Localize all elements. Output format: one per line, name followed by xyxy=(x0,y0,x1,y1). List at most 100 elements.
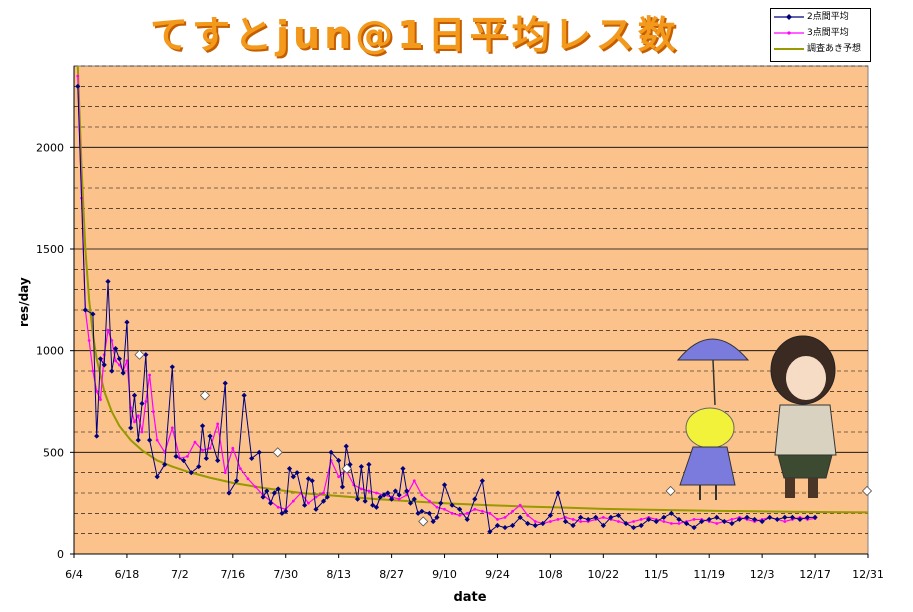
legend-item: 3点間平均 xyxy=(771,25,870,41)
data-point-2pt xyxy=(271,490,277,496)
data-point-2pt xyxy=(661,514,667,520)
data-point-3pt xyxy=(133,420,136,424)
data-point-3pt xyxy=(375,491,378,495)
data-point-2pt xyxy=(517,514,523,520)
data-point-2pt xyxy=(479,478,485,484)
data-point-2pt xyxy=(441,482,448,488)
highlight-marker xyxy=(341,463,352,474)
data-point-3pt xyxy=(186,455,189,458)
data-point-2pt xyxy=(286,466,293,472)
x-tick-label: 7/16 xyxy=(220,568,245,581)
data-point-2pt xyxy=(438,500,444,506)
data-point-3pt xyxy=(465,511,469,515)
character-boot xyxy=(785,478,795,498)
character-jacket xyxy=(774,404,837,456)
y-axis-label: res/day xyxy=(17,277,31,327)
data-point-3pt xyxy=(91,369,95,373)
data-point-2pt xyxy=(804,514,811,520)
data-point-3pt xyxy=(144,400,148,403)
trend-line xyxy=(76,66,868,514)
data-point-2pt xyxy=(653,518,659,525)
data-point-3pt xyxy=(314,495,318,499)
data-point-2pt xyxy=(294,470,300,476)
data-point-3pt xyxy=(216,422,220,426)
data-point-3pt xyxy=(511,509,514,513)
data-point-2pt xyxy=(362,498,368,504)
data-point-2pt xyxy=(404,488,410,494)
data-point-2pt xyxy=(532,522,538,529)
x-tick-label: 10/8 xyxy=(538,568,563,581)
data-point-2pt xyxy=(585,516,591,523)
data-point-2pt xyxy=(215,457,221,464)
data-point-2pt xyxy=(256,449,262,455)
data-point-2pt xyxy=(729,520,735,527)
y-tick-label: 500 xyxy=(43,446,64,459)
data-point-2pt xyxy=(377,494,383,500)
data-point-3pt xyxy=(783,520,787,523)
data-point-3pt xyxy=(435,505,439,509)
data-point-2pt xyxy=(430,518,436,525)
data-point-2pt xyxy=(555,490,561,496)
data-point-2pt xyxy=(339,484,346,490)
data-point-2pt xyxy=(328,449,334,455)
x-tick-label: 12/31 xyxy=(852,568,884,581)
data-point-2pt xyxy=(797,516,803,523)
data-point-3pt xyxy=(155,438,159,442)
data-point-2pt xyxy=(812,514,818,520)
data-point-2pt xyxy=(143,352,149,358)
data-point-2pt xyxy=(97,356,104,362)
data-point-2pt xyxy=(759,518,765,525)
data-point-3pt xyxy=(458,513,462,517)
data-point-2pt xyxy=(411,496,417,502)
data-point-3pt xyxy=(208,446,212,450)
legend: 2点間平均 3点間平均 調査あき予想 xyxy=(770,8,871,62)
legend-label-series-2: 3点間平均 xyxy=(807,28,849,38)
data-point-2pt xyxy=(302,502,308,508)
chart-title: てすとjun@1日平均レス数 xyxy=(150,13,680,57)
data-point-3pt xyxy=(518,503,522,507)
data-point-3pt xyxy=(125,359,129,363)
data-point-2pt xyxy=(668,510,674,516)
y-tick-label: 1500 xyxy=(36,243,64,256)
x-tick-label: 7/30 xyxy=(273,568,298,581)
data-point-2pt xyxy=(354,496,361,502)
data-point-2pt xyxy=(222,380,228,386)
data-point-2pt xyxy=(509,522,516,529)
x-tick-label: 9/24 xyxy=(485,568,510,581)
data-point-2pt xyxy=(109,368,115,374)
highlight-marker xyxy=(199,390,211,401)
data-point-2pt xyxy=(154,474,160,480)
data-point-3pt xyxy=(223,471,227,475)
x-tick-label: 6/4 xyxy=(65,568,83,581)
legend-swatch-series-1 xyxy=(774,14,804,20)
data-point-2pt xyxy=(226,490,232,496)
data-point-2pt xyxy=(105,278,111,285)
highlight-marker xyxy=(134,349,145,360)
x-tick-label: 12/3 xyxy=(750,568,775,581)
y-tick-label: 0 xyxy=(57,548,64,561)
data-point-2pt xyxy=(188,470,194,476)
data-point-2pt xyxy=(736,516,743,523)
data-point-2pt xyxy=(699,518,705,525)
data-point-3pt xyxy=(152,410,155,414)
data-point-3pt xyxy=(443,507,446,511)
data-point-2pt xyxy=(305,476,312,482)
data-point-2pt xyxy=(744,514,750,520)
data-point-2pt xyxy=(540,520,546,527)
data-point-2pt xyxy=(358,463,364,470)
legend-label-series-1: 2点間平均 xyxy=(807,12,849,22)
x-tick-label: 11/19 xyxy=(693,568,725,581)
data-point-2pt xyxy=(593,514,599,520)
data-point-2pt xyxy=(706,516,712,523)
legend-label-series-3: 調査あき予想 xyxy=(807,44,862,54)
data-point-2pt xyxy=(313,506,319,512)
data-point-3pt xyxy=(140,430,144,434)
data-point-3pt xyxy=(473,507,477,511)
data-point-2pt xyxy=(494,522,501,529)
x-tick-label: 12/17 xyxy=(799,568,831,581)
data-point-2pt xyxy=(336,457,342,464)
data-point-3pt xyxy=(117,363,121,367)
data-point-3pt xyxy=(480,509,484,513)
data-point-2pt xyxy=(415,510,421,516)
